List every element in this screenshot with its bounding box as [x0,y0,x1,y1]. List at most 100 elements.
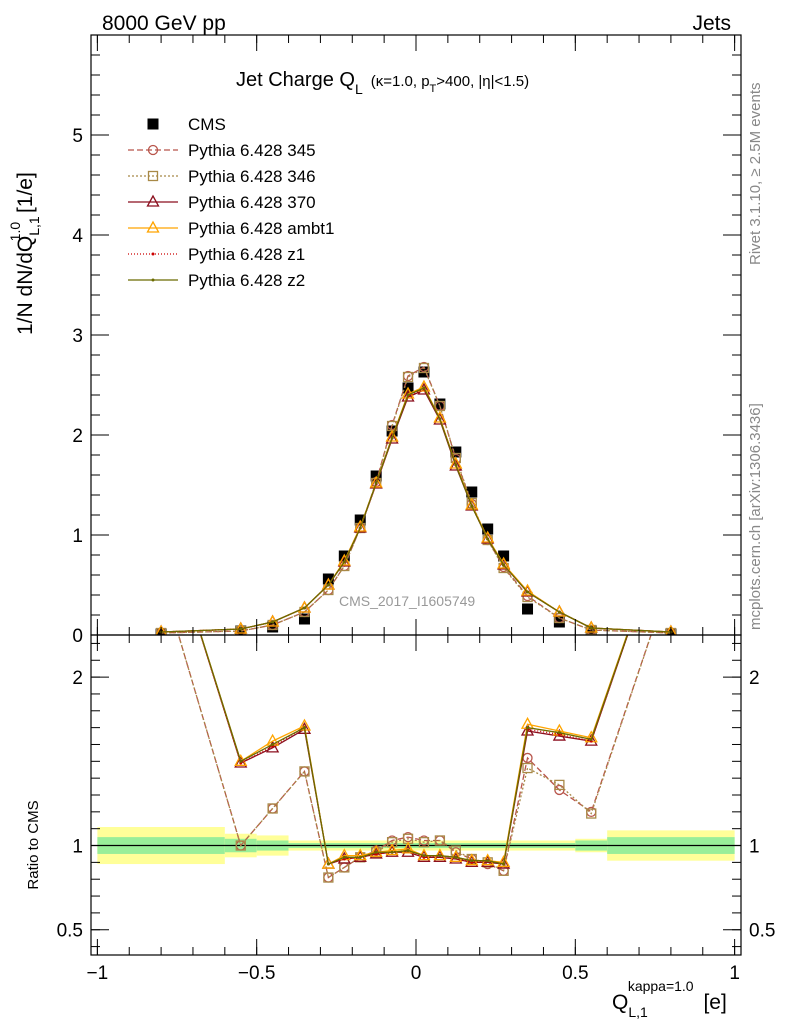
ratio-point-pythia-6-428-346 [267,803,278,814]
legend-label: Pythia 6.428 z2 [188,271,305,290]
main-point-pythia-6-428-ambt1 [297,600,312,613]
ratio-point-pythia-6-428-346 [434,835,446,846]
main-point-pythia-6-428-z2 [358,526,362,530]
ratio-series-pythia-6-428-z1 [199,635,629,866]
x-tick-label: 0.5 [562,963,588,984]
main-point-cms [450,446,462,458]
ratio-line-pythia-6-428-z2 [200,635,628,865]
legend-marker [147,118,159,130]
ratio-point-pythia-6-428-370 [234,755,248,768]
main-point-pythia-6-428-346 [434,400,446,412]
main-y-tick-label: 4 [72,226,83,247]
ratio-point-pythia-6-428-370 [465,855,479,868]
ratio-y-axis-label: Ratio to CMS [25,800,42,889]
main-point-pythia-6-428-346 [418,362,430,374]
main-point-pythia-6-428-345 [323,584,334,596]
main-point-pythia-6-428-ambt1 [665,624,677,635]
legend-label: Pythia 6.428 ambt1 [188,219,334,238]
main-point-pythia-6-428-z2 [326,583,330,587]
ratio-point-pythia-6-428-346 [586,808,597,819]
main-point-pythia-6-428-ambt1 [155,624,167,635]
main-point-pythia-6-428-370 [385,431,399,444]
plot-title-cond: (κ=1.0, p [371,73,430,90]
ratio-point-pythia-6-428-ambt1 [497,855,511,868]
main-point-pythia-6-428-z2 [302,606,306,610]
main-point-cms [466,486,478,498]
ratio-plot-frame [90,634,742,956]
main-point-pythia-6-428-ambt1 [449,456,463,469]
ratio-point-pythia-6-428-370 [266,740,280,753]
legend-entry-pythia-6-428-z2: Pythia 6.428 z2 [128,271,305,290]
main-point-pythia-6-428-ambt1 [433,410,447,423]
ratio-point-pythia-6-428-z2 [374,850,378,854]
ratio-line-pythia-6-428-z1 [199,635,629,865]
legend-marker [147,170,159,182]
ratio-point-pythia-6-428-z2 [302,726,306,730]
legend-marker [146,220,160,233]
ratio-point-pythia-6-428-ambt1 [433,848,447,861]
ratio-line-pythia-6-428-346 [177,635,652,879]
ratio-point-pythia-6-428-z2 [557,731,561,735]
main-point-pythia-6-428-ambt1 [465,497,479,510]
main-point-pythia-6-428-ambt1 [401,386,415,399]
ratio-point-pythia-6-428-370 [584,733,598,746]
ratio-point-pythia-6-428-z2 [271,742,275,746]
plot-title-cond-sub: T [430,83,437,95]
main-y-tick-label: 1 [72,526,83,547]
main-point-pythia-6-428-370 [401,389,415,402]
ratio-y-tick-label-right: 1 [749,837,760,858]
ratio-y-tick-label-left: 2 [72,668,83,689]
main-point-pythia-6-428-ambt1 [337,553,351,566]
legend-label: Pythia 6.428 346 [188,167,316,186]
main-plot-content [155,361,677,635]
legend-label: Pythia 6.428 z1 [188,245,305,264]
header-energy-label: 8000 GeV pp [102,12,226,35]
ratio-point-pythia-6-428-z2 [326,862,330,866]
main-point-pythia-6-428-z2 [589,626,593,630]
ratio-point-pythia-6-428-z2 [438,854,442,858]
legend-entry-pythia-6-428-z1: Pythia 6.428 z1 [128,245,305,264]
ratio-point-pythia-6-428-z2 [390,850,394,854]
main-point-pythia-6-428-370 [449,458,463,471]
legend-marker [151,252,155,256]
main-y-tick-label: 5 [72,126,83,147]
legend-entry-cms: CMS [147,115,226,134]
ratio-point-pythia-6-428-z2 [589,737,593,741]
main-series-group [155,361,677,635]
legend-label: Pythia 6.428 370 [188,193,316,212]
ratio-plot-content [91,635,741,883]
main-point-cms [498,550,510,562]
ratio-y-tick-label-left: 0.5 [57,921,83,942]
ratio-point-pythia-6-428-z2 [486,859,490,863]
main-point-pythia-6-428-z2 [438,417,442,421]
ratio-point-pythia-6-428-346 [299,766,310,777]
main-series-pythia-6-428-z2 [159,386,673,634]
main-point-pythia-6-428-z2 [557,610,561,614]
header-jets-label: Jets [692,12,731,35]
plot-title-cond-end: >400, |η|<1.5) [436,73,529,90]
main-point-pythia-6-428-z2 [342,560,346,564]
ratio-point-pythia-6-428-346 [554,779,565,791]
legend-marker [151,278,155,282]
plot-title: Jet Charge QL (κ=1.0, pT>400, |η|<1.5) [236,69,529,97]
legend-entry-pythia-6-428-346: Pythia 6.428 346 [128,167,316,186]
main-point-cms [434,398,446,410]
main-point-pythia-6-428-z2 [422,386,426,390]
main-y-tick-label: 0 [72,626,83,647]
main-point-pythia-6-428-370 [433,412,447,425]
main-point-cms [522,603,534,615]
ratio-point-pythia-6-428-z2 [470,859,474,863]
legend-marker [146,194,160,207]
legend-label: Pythia 6.428 345 [188,141,316,160]
main-point-pythia-6-428-ambt1 [385,429,399,442]
main-point-cms [298,613,310,625]
ratio-point-pythia-6-428-346 [235,840,246,851]
main-point-pythia-6-428-ambt1 [369,475,383,488]
ratio-point-pythia-6-428-370 [520,723,535,736]
main-point-cms [482,523,494,535]
ratio-point-pythia-6-428-346 [522,762,533,774]
ratio-point-pythia-6-428-z2 [406,849,410,853]
main-point-pythia-6-428-346 [402,371,414,383]
main-point-pythia-6-428-ambt1 [497,556,511,569]
ratio-point-pythia-6-428-346 [418,837,430,848]
